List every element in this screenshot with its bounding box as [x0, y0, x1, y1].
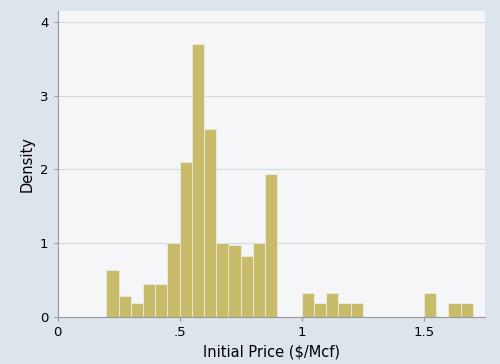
Bar: [204, 129, 216, 317]
X-axis label: Initial Price ($/Mcf): Initial Price ($/Mcf): [203, 344, 340, 359]
Bar: [253, 243, 265, 317]
Bar: [460, 304, 473, 317]
Bar: [326, 293, 338, 317]
Bar: [314, 304, 326, 317]
Bar: [424, 293, 436, 317]
Bar: [302, 293, 314, 317]
Bar: [131, 304, 143, 317]
Y-axis label: Density: Density: [20, 136, 34, 192]
Bar: [240, 256, 253, 317]
Bar: [118, 296, 131, 317]
Bar: [228, 245, 240, 317]
Bar: [168, 243, 179, 317]
Bar: [180, 162, 192, 317]
Bar: [338, 304, 350, 317]
Bar: [155, 284, 168, 317]
Bar: [265, 174, 278, 317]
Bar: [143, 284, 155, 317]
Bar: [216, 243, 228, 317]
Bar: [448, 304, 460, 317]
Bar: [106, 270, 118, 317]
Bar: [192, 44, 204, 317]
Bar: [350, 304, 363, 317]
